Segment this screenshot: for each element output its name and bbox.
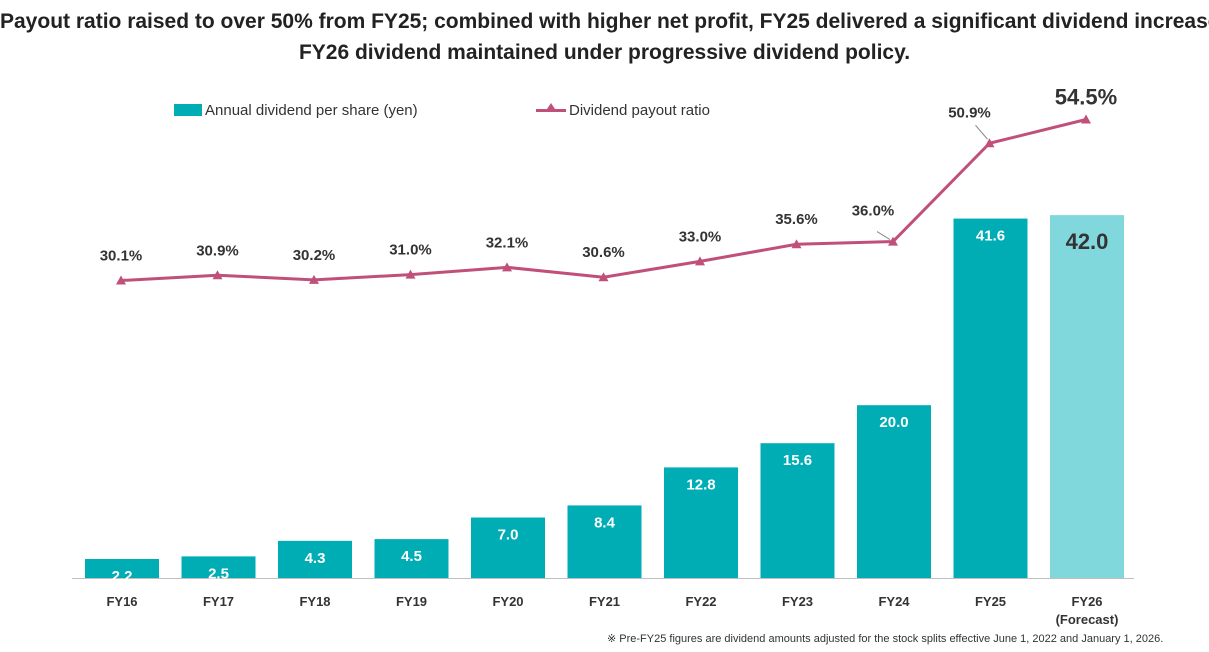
payout-label-6: 33.0% bbox=[679, 228, 722, 245]
category-label-1: FY17 bbox=[203, 594, 234, 609]
payout-label-5: 30.6% bbox=[582, 244, 625, 261]
payout-label-3: 31.0% bbox=[389, 242, 432, 259]
bar-10 bbox=[1050, 215, 1124, 578]
payout-marker-8 bbox=[888, 236, 898, 246]
payout-label-7: 35.6% bbox=[775, 211, 818, 228]
bar-label-6: 12.8 bbox=[686, 476, 715, 493]
payout-marker-5 bbox=[598, 272, 609, 282]
payout-marker-7 bbox=[791, 239, 802, 249]
category-label-6: FY22 bbox=[685, 594, 716, 609]
category-label-10-1: (Forecast) bbox=[1056, 612, 1119, 627]
payout-leader-8 bbox=[876, 231, 891, 241]
bar-5 bbox=[567, 505, 642, 578]
bar-label-2: 4.3 bbox=[305, 550, 326, 567]
category-label-7: FY23 bbox=[782, 594, 813, 609]
bar-label-0: 2.2 bbox=[112, 568, 133, 585]
payout-label-2: 30.2% bbox=[293, 247, 336, 264]
bar-4 bbox=[471, 517, 545, 578]
bar-8 bbox=[857, 405, 931, 578]
legend-item-dividend: Annual dividend per share (yen) bbox=[174, 100, 418, 120]
bar-0 bbox=[85, 558, 159, 578]
bar-3 bbox=[374, 539, 449, 578]
bar-6 bbox=[664, 467, 738, 578]
payout-label-4: 32.1% bbox=[486, 234, 529, 251]
payout-label-8: 36.0% bbox=[852, 203, 895, 220]
category-label-9: FY25 bbox=[975, 594, 1006, 609]
payout-label-1: 30.9% bbox=[196, 242, 239, 259]
category-label-0: FY16 bbox=[106, 594, 137, 609]
payout-leader-9 bbox=[975, 124, 988, 140]
category-label-4: FY20 bbox=[492, 594, 523, 609]
payout-marker-10 bbox=[1081, 114, 1091, 124]
bar-label-10: 42.0 bbox=[1066, 229, 1109, 254]
bar-label-4: 7.0 bbox=[498, 527, 519, 544]
chart-title-line1: Payout ratio raised to over 50% from FY2… bbox=[0, 10, 1209, 33]
category-label-10-0: FY26 bbox=[1071, 594, 1102, 609]
legend-item-payout: Dividend payout ratio bbox=[536, 100, 710, 120]
category-label-8: FY24 bbox=[878, 594, 910, 609]
chart-title-line2: FY26 dividend maintained under progressi… bbox=[298, 41, 911, 64]
payout-marker-2 bbox=[309, 274, 319, 284]
bar-9 bbox=[953, 218, 1028, 579]
payout-marker-3 bbox=[405, 269, 416, 279]
payout-marker-0 bbox=[116, 275, 126, 285]
category-label-5: FY21 bbox=[589, 594, 620, 609]
bar-1 bbox=[181, 556, 256, 578]
bar-label-3: 4.5 bbox=[401, 548, 422, 565]
legend-swatch-line bbox=[536, 103, 566, 117]
legend-swatch-bar bbox=[174, 104, 202, 116]
bar-label-7: 15.6 bbox=[783, 452, 812, 469]
payout-label-9: 50.9% bbox=[948, 104, 991, 121]
payout-label-0: 30.1% bbox=[100, 248, 143, 265]
payout-marker-6 bbox=[695, 256, 705, 266]
bar-2 bbox=[278, 540, 352, 578]
legend-label-dividend: Annual dividend per share (yen) bbox=[205, 101, 418, 119]
category-label-3: FY19 bbox=[396, 594, 427, 609]
bar-7 bbox=[760, 443, 835, 578]
footnote: ※ Pre-FY25 figures are dividend amounts … bbox=[607, 633, 1164, 645]
payout-marker-4 bbox=[502, 262, 512, 272]
bar-label-1: 2.5 bbox=[208, 565, 229, 582]
payout-marker-9 bbox=[984, 138, 995, 148]
category-label-2: FY18 bbox=[299, 594, 330, 609]
legend-label-payout: Dividend payout ratio bbox=[569, 101, 710, 119]
bar-label-5: 8.4 bbox=[594, 514, 616, 531]
bar-label-8: 20.0 bbox=[879, 414, 908, 431]
payout-marker-1 bbox=[212, 270, 223, 280]
payout-label-10: 54.5% bbox=[1055, 85, 1117, 110]
bar-label-9: 41.6 bbox=[976, 228, 1005, 245]
